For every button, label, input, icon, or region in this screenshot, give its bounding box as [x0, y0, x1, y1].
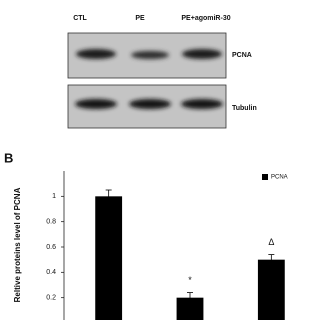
band-label: Tubulin [232, 105, 257, 112]
lane-label: PE+agomiR-30 [181, 15, 230, 22]
annotation: * [188, 275, 192, 285]
y-axis-label: Reltive proteins level of PCNA [13, 187, 22, 302]
bar [95, 196, 123, 320]
band-label: PCNA [232, 52, 252, 59]
blot-bands [75, 49, 223, 109]
y-tick-label: 0.8 [46, 219, 56, 226]
lane-label: CTL [73, 15, 87, 22]
y-tick-label: 0.6 [46, 244, 56, 251]
legend-label: PCNA [271, 175, 288, 181]
bar [257, 259, 285, 320]
panel-label: B [4, 150, 13, 165]
lane-label: PE [135, 15, 145, 22]
y-tick-label: 1 [52, 193, 56, 200]
y-tick-label: 0.2 [46, 295, 56, 302]
bar [176, 297, 204, 320]
legend-swatch [262, 174, 268, 180]
y-tick-label: 0.4 [46, 269, 56, 276]
annotation: Δ [268, 237, 274, 247]
